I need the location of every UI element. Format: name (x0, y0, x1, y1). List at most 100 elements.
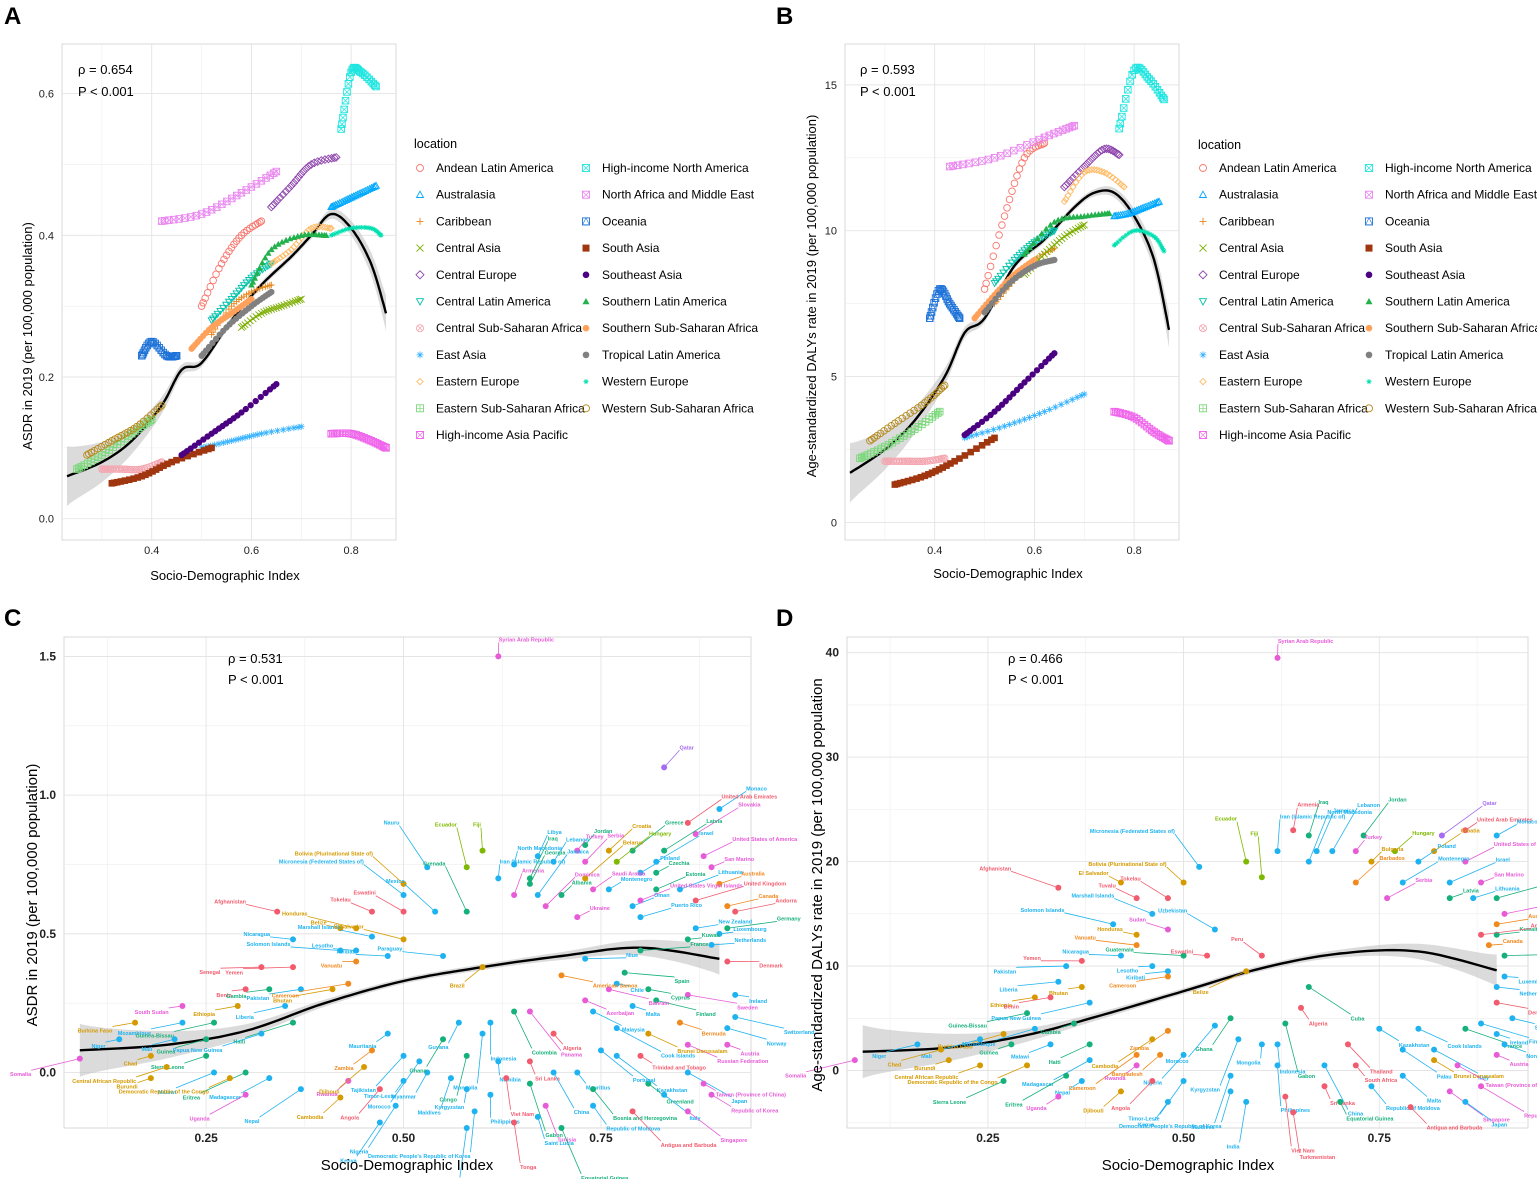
point-south-asia (932, 467, 939, 475)
country-point-democratic-republic-of-the-congo (1024, 1062, 1031, 1069)
country-label-saudi-arabia: Saudi Arabia (612, 871, 646, 877)
point-southeast-asia (1029, 371, 1036, 378)
country-label-chad: Chad (124, 1062, 138, 1068)
legend-key-central-sub-saharan-africa (1199, 324, 1207, 333)
country-point-mali (171, 1036, 178, 1043)
point-australasia (370, 182, 379, 190)
smooth-trend-line (849, 189, 1171, 474)
country-label-australia: Australia (741, 872, 765, 878)
point-central-latin-america (994, 275, 1003, 284)
country-point-kazakhstan (613, 1052, 620, 1059)
point-tropical-latin-america (988, 299, 996, 307)
country-label-angola: Angola (340, 1115, 360, 1121)
point-southern-latin-america (1051, 218, 1058, 225)
label-leader (553, 842, 567, 862)
label-leader (399, 825, 428, 868)
label-leader (537, 1116, 545, 1140)
point-high-income-asia-pacific (381, 444, 391, 452)
point-east-asia (297, 423, 305, 430)
country-point-ireland (732, 991, 739, 998)
y-tick-label: 1.5 (39, 649, 56, 663)
point-east-asia (995, 424, 1003, 432)
country-point-mozambique (179, 1019, 186, 1026)
label-leader (1504, 906, 1537, 915)
country-label-canada: Canada (1503, 939, 1524, 945)
country-point-cambodia (1149, 1036, 1156, 1043)
point-andean-latin-america (257, 217, 266, 225)
country-point-trinidad-and-tobago (637, 1052, 644, 1059)
legend-key-andean-latin-america (416, 164, 424, 172)
country-label-singapore: Singapore (1483, 1117, 1510, 1123)
country-label-new-zealand: New Zealand (718, 920, 752, 926)
point-eastern-europe (1088, 165, 1096, 174)
country-label-burundi: Burundi (914, 1066, 936, 1072)
point-eastern-europe (282, 250, 290, 258)
point-caribbean (1051, 244, 1058, 252)
country-point-sweden (684, 991, 691, 998)
label-leader (719, 790, 747, 810)
country-label-russian-federation: Russian Federation (717, 1059, 769, 1065)
legend-key-oceania (581, 217, 591, 226)
label-leader (1236, 821, 1247, 862)
point-eastern-europe (326, 224, 334, 232)
country-label-democratic-people-s-republic-of-korea: Democratic People's Republic of Korea (1119, 1124, 1222, 1130)
country-point-kyrgyzstan (463, 1086, 470, 1093)
country-label-haiti: Haiti (1049, 1060, 1061, 1066)
country-point-mozambique (1031, 1025, 1038, 1032)
country-point-uganda (242, 1091, 249, 1098)
point-east-asia (990, 426, 997, 433)
point-western-europe (1113, 241, 1119, 247)
label-leader (31, 1058, 80, 1071)
label-leader (648, 1033, 678, 1048)
point-andean-latin-america (222, 251, 231, 259)
country-point-united-states-virgin-islands (637, 897, 644, 904)
label-leader (1402, 1049, 1438, 1073)
panel-letter-a: A (4, 3, 21, 30)
point-central-sub-saharan-africa (908, 457, 917, 466)
country-label-austria: Austria (1510, 1062, 1530, 1068)
country-label-puerto-rico: Puerto Rico (671, 903, 703, 909)
country-label-liberia: Liberia (999, 988, 1018, 994)
legend-key-high-income-north-america (1365, 164, 1373, 172)
country-point-fiji (479, 847, 486, 854)
label-leader (363, 864, 404, 896)
country-label-jordan: Jordan (1388, 798, 1407, 804)
point-south-asia (967, 448, 974, 456)
point-central-latin-america (990, 280, 999, 288)
point-central-europe (331, 152, 341, 162)
label-leader (1219, 1039, 1239, 1086)
country-point-angola (376, 1086, 383, 1093)
label-leader (632, 897, 655, 907)
legend-label-eastern-europe: Eastern Europe (436, 375, 520, 389)
point-central-asia (262, 307, 271, 315)
point-south-asia (917, 473, 925, 481)
country-point-north-macedonia (1305, 858, 1312, 865)
country-point-estonia (653, 886, 660, 893)
point-high-income-asia-pacific (1164, 437, 1174, 445)
country-label-nauru: Nauru (384, 821, 400, 827)
x-tick-label: 0.50 (1172, 1131, 1196, 1145)
point-andean-latin-america (203, 288, 212, 297)
point-east-asia (1057, 401, 1065, 408)
country-label-zambia: Zambia (334, 1066, 354, 1072)
point-andean-latin-america (989, 252, 998, 261)
label-leader (640, 907, 672, 918)
point-south-asia (925, 471, 932, 478)
country-label-american-samoa: American Samoa (593, 984, 639, 990)
legend-label-caribbean: Caribbean (436, 214, 491, 228)
point-north-africa-and-middle-east (1054, 128, 1063, 136)
point-south-asia (904, 477, 912, 485)
country-label-pakistan: Pakistan (994, 969, 1017, 975)
country-point-luxembourg (1501, 973, 1508, 980)
country-label-trinidad-and-tobago: Trinidad and Tobago (652, 1065, 706, 1071)
point-eastern-europe (321, 223, 329, 231)
country-label-canada: Canada (758, 894, 779, 900)
point-southern-latin-america (1034, 235, 1041, 242)
country-label-angola: Angola (1111, 1106, 1131, 1112)
country-point-latvia (661, 847, 668, 854)
label-leader (1095, 939, 1137, 946)
point-central-europe (272, 196, 282, 205)
point-north-africa-and-middle-east (1050, 129, 1058, 138)
label-leader (259, 1088, 302, 1118)
country-point-croatia (605, 847, 612, 854)
